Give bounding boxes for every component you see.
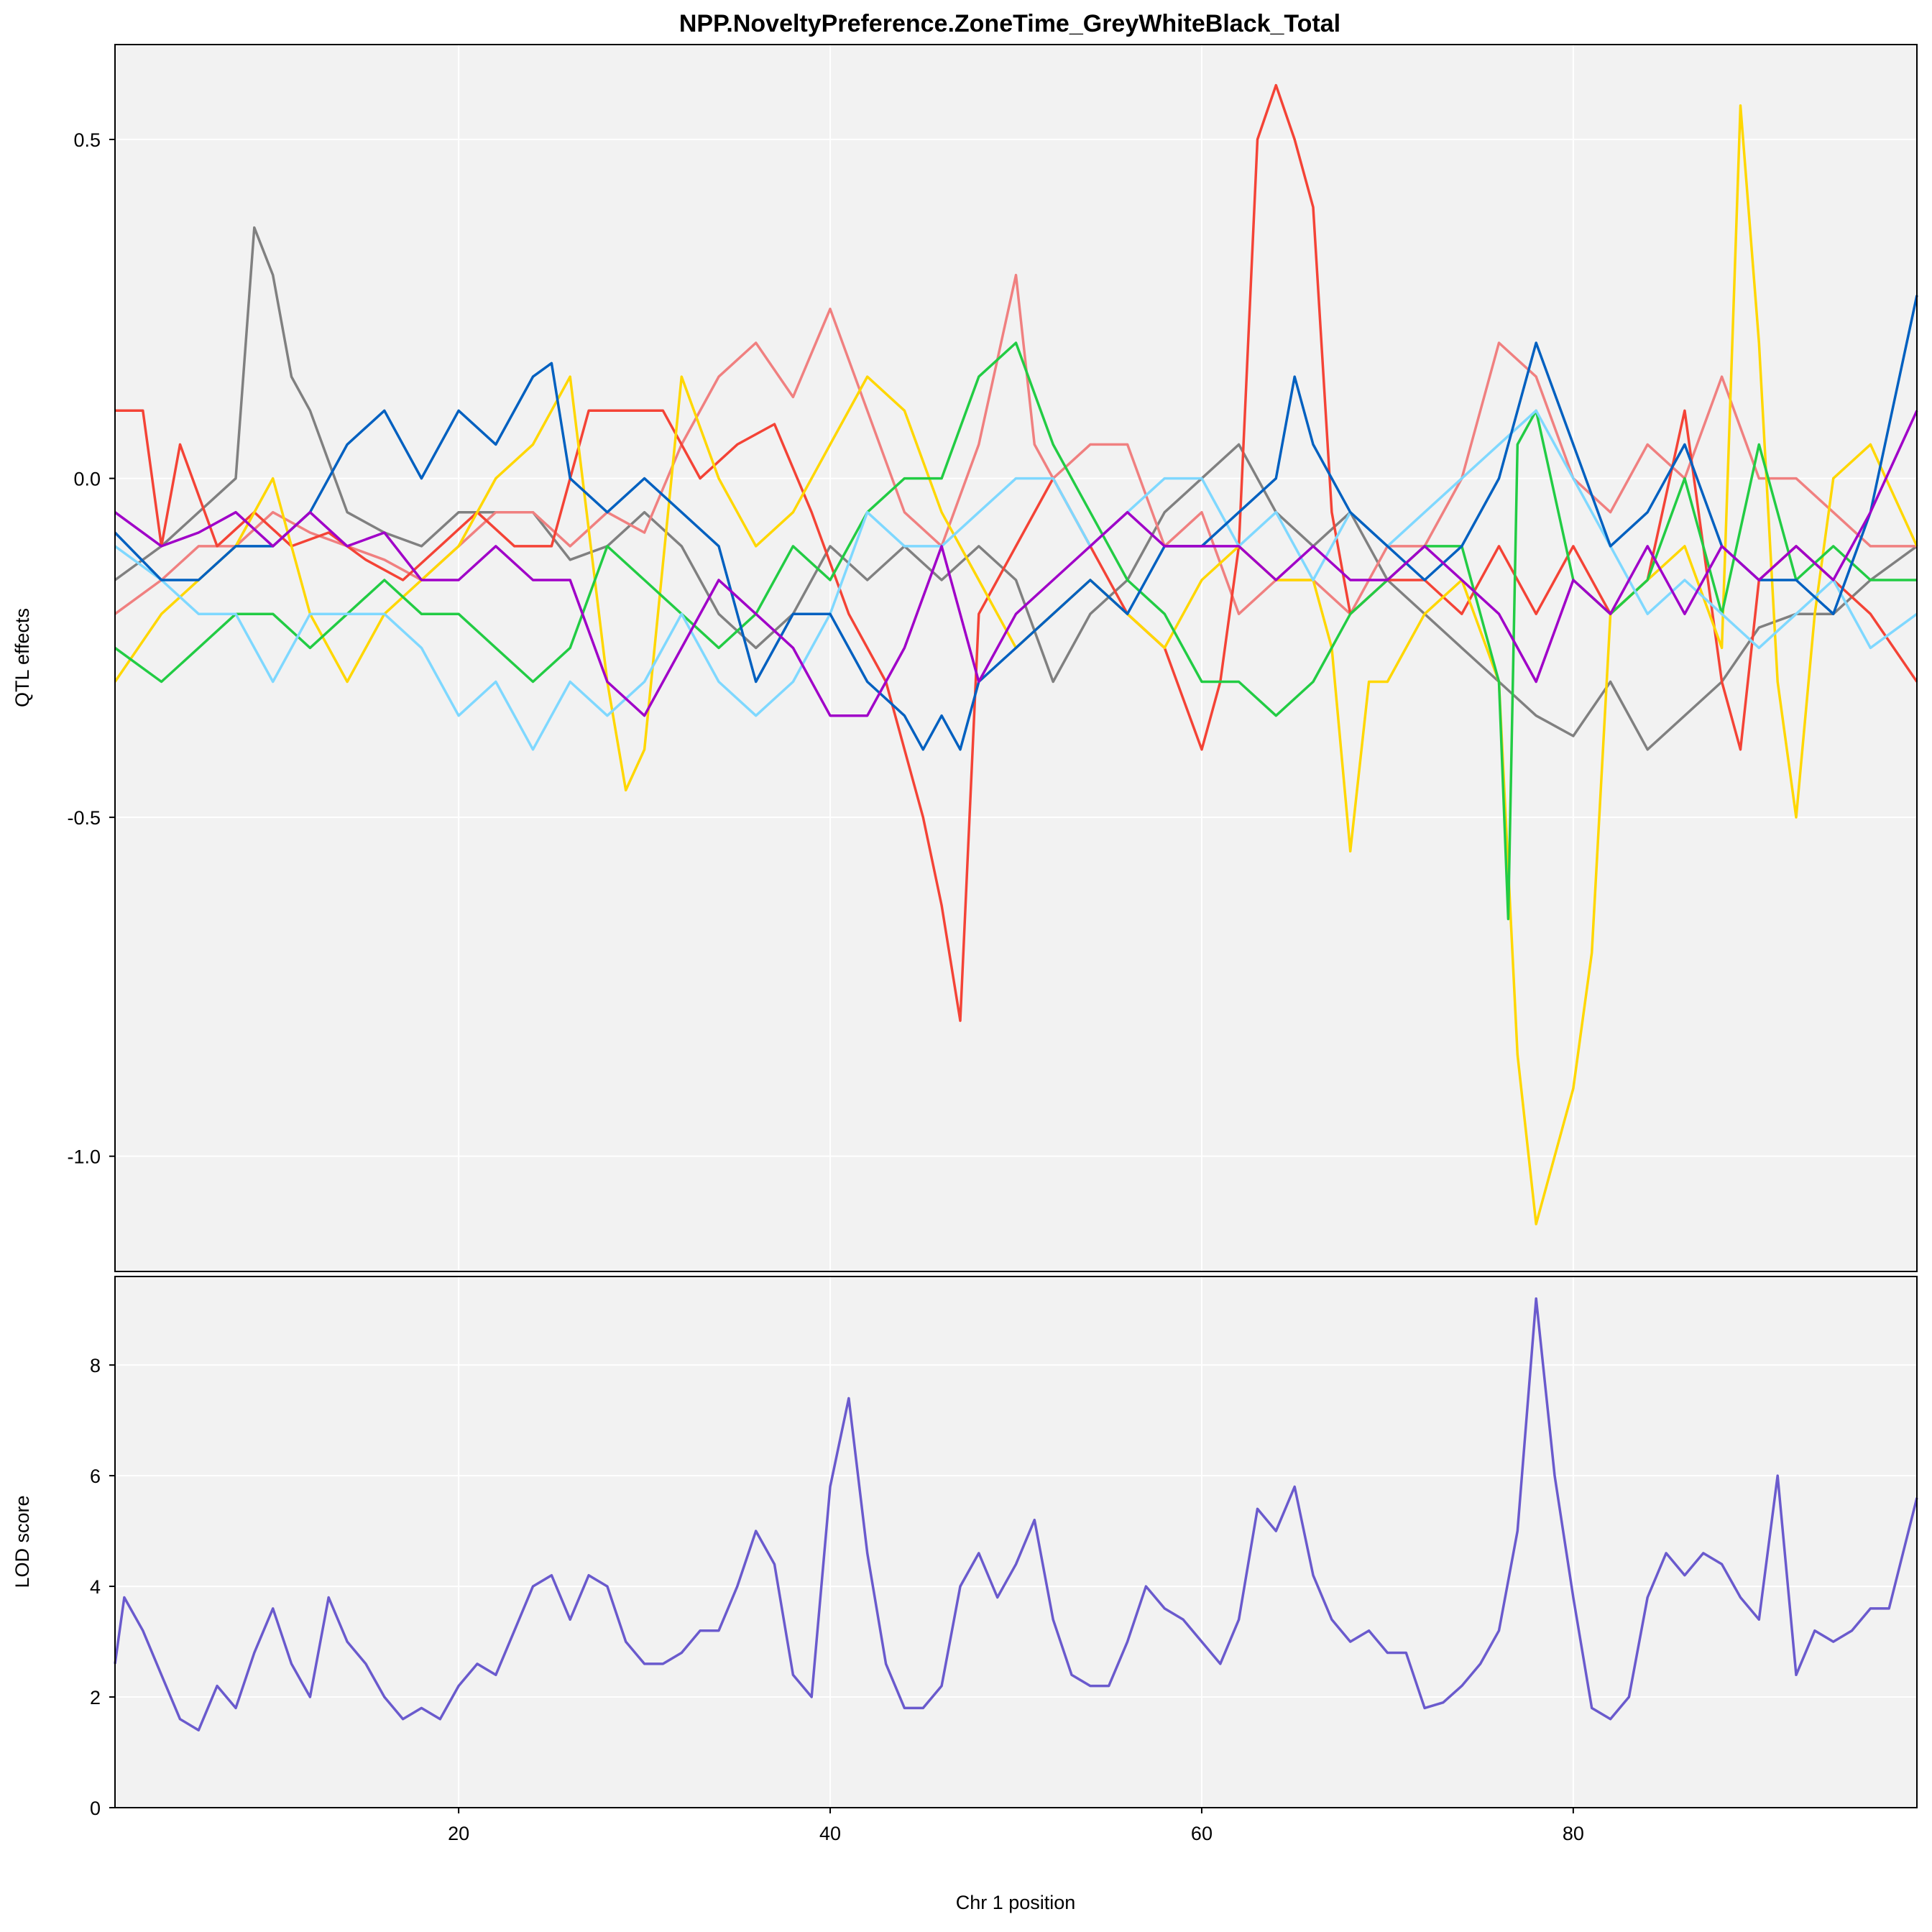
effects-panel: 0.5 0.0 -0.5 -1.0 QTL effects <box>12 44 1918 1272</box>
lod-y-ticks: 0 2 4 6 8 <box>90 1355 115 1819</box>
x-tick-label: 80 <box>1563 1823 1584 1844</box>
lod-series-line <box>114 1297 1918 1731</box>
effects-y-tick-label: 0.5 <box>73 129 101 151</box>
x-tick-label: 40 <box>819 1823 841 1844</box>
lod-frame <box>114 1276 1918 1808</box>
lod-y-tick-label: 0 <box>90 1798 101 1819</box>
effects-y-tick-label: -0.5 <box>67 807 101 829</box>
lod-y-tick-label: 6 <box>90 1466 101 1487</box>
lod-panel: 0 2 4 6 8 LOD score <box>12 1276 1918 1819</box>
x-tick-label: 60 <box>1191 1823 1213 1844</box>
x-axis-label: Chr 1 position <box>956 1892 1076 1913</box>
x-ticks: 20 40 60 80 <box>448 1808 1584 1844</box>
effects-y-tick-label: -1.0 <box>67 1146 101 1168</box>
effects-series-line <box>114 226 1918 751</box>
lod-y-tick-label: 8 <box>90 1355 101 1376</box>
effects-y-label: QTL effects <box>12 608 33 707</box>
lod-y-label: LOD score <box>12 1495 33 1588</box>
lod-lines <box>114 1297 1918 1731</box>
effects-series-line <box>114 295 1918 751</box>
chart-title: NPP.NoveltyPreference.ZoneTime_GreyWhite… <box>679 10 1340 37</box>
effects-frame <box>114 44 1918 1272</box>
effects-y-tick-label: 0.0 <box>73 469 101 490</box>
lod-plot-area <box>115 1276 1917 1808</box>
effects-lines <box>114 83 1918 1225</box>
lod-y-tick-label: 2 <box>90 1687 101 1708</box>
effects-plot-area <box>115 45 1917 1271</box>
x-tick-label: 20 <box>448 1823 469 1844</box>
effects-y-ticks: 0.5 0.0 -0.5 -1.0 <box>67 129 115 1168</box>
effects-series-line <box>114 104 1918 1225</box>
effects-series-line <box>114 410 1918 717</box>
lod-y-tick-label: 4 <box>90 1576 101 1598</box>
